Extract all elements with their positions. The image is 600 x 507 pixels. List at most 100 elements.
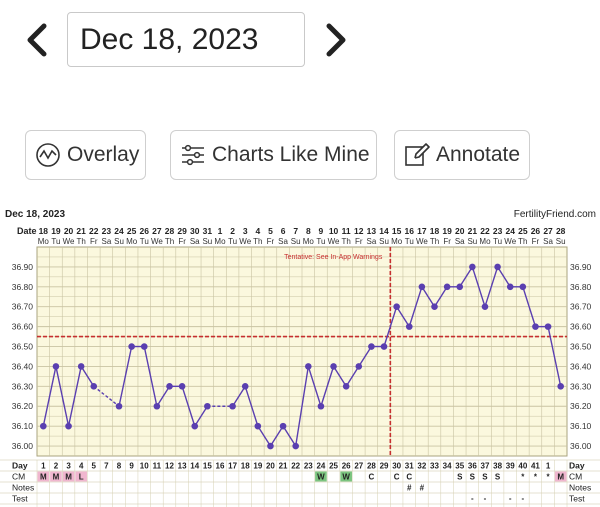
temp-point bbox=[544, 323, 552, 330]
weekday-label: Tu bbox=[51, 237, 60, 246]
date-label: 24 bbox=[114, 226, 124, 236]
test-label: - bbox=[509, 494, 512, 503]
cycle-day-label: 14 bbox=[190, 462, 199, 471]
y-tick-left: 36.50 bbox=[12, 342, 34, 352]
weekday-label: Su bbox=[114, 237, 124, 246]
date-label: 25 bbox=[518, 226, 528, 236]
temp-point bbox=[229, 402, 236, 410]
cycle-day-label: 23 bbox=[304, 462, 313, 471]
temp-line-segment bbox=[232, 385, 246, 407]
cycle-day-label: 20 bbox=[266, 462, 275, 471]
charts-like-mine-label: Charts Like Mine bbox=[212, 143, 370, 166]
weekday-label: Mo bbox=[479, 237, 491, 246]
chart-date: Dec 18, 2023 bbox=[5, 209, 65, 220]
weekday-label: Su bbox=[467, 237, 477, 246]
date-label: 5 bbox=[268, 226, 273, 236]
temp-point bbox=[380, 343, 388, 350]
temp-point bbox=[52, 363, 60, 370]
date-label: 30 bbox=[190, 226, 200, 236]
date-label: 31 bbox=[203, 226, 213, 236]
cycle-day-label: 16 bbox=[216, 462, 225, 471]
temp-point bbox=[393, 303, 400, 311]
temp-point bbox=[506, 283, 514, 291]
temp-point bbox=[77, 363, 85, 370]
cycle-day-label: 9 bbox=[129, 462, 134, 471]
temp-line-segment bbox=[433, 286, 448, 308]
date-field[interactable]: Dec 18, 2023 bbox=[67, 12, 305, 67]
date-label: 1 bbox=[218, 226, 223, 236]
weekday-label: We bbox=[328, 237, 340, 246]
weekday-label: Fr bbox=[443, 237, 451, 246]
temp-point bbox=[90, 383, 98, 390]
charts-like-mine-button[interactable]: Charts Like Mine bbox=[170, 130, 377, 180]
temp-line-segment bbox=[143, 346, 158, 407]
date-label: 24 bbox=[505, 226, 515, 236]
cycle-day-label: 13 bbox=[178, 462, 187, 471]
temp-point bbox=[292, 442, 299, 450]
weekday-label: Tu bbox=[405, 237, 414, 246]
menses-cell bbox=[554, 471, 567, 482]
weekday-label: Th bbox=[430, 237, 439, 246]
cm-cell-fill bbox=[340, 471, 352, 482]
annotate-button[interactable]: Annotate bbox=[394, 130, 530, 180]
temp-line-segment bbox=[42, 366, 57, 427]
note-label: # bbox=[407, 484, 412, 493]
weekday-label: Sa bbox=[367, 237, 377, 246]
temp-line-segment bbox=[269, 425, 284, 447]
chevron-left-icon[interactable] bbox=[22, 20, 52, 60]
y-tick-left: 36.20 bbox=[12, 401, 34, 411]
chevron-right-icon[interactable] bbox=[321, 20, 351, 60]
cm-label: S bbox=[457, 473, 463, 482]
cm-label: C bbox=[394, 473, 400, 482]
row-label-right: Day bbox=[569, 461, 585, 471]
cycle-day-label: 37 bbox=[481, 462, 490, 471]
temp-line-segment bbox=[244, 386, 259, 427]
date-label: 19 bbox=[51, 226, 61, 236]
cycle-day-label: 12 bbox=[165, 462, 174, 471]
date-label: 4 bbox=[255, 226, 260, 236]
temp-line-segment bbox=[471, 266, 486, 307]
weekday-label: We bbox=[63, 237, 75, 246]
date-label: 19 bbox=[442, 226, 452, 236]
y-tick-right: 36.90 bbox=[570, 262, 592, 272]
temp-line-segment bbox=[55, 366, 70, 427]
date-label: 25 bbox=[127, 226, 137, 236]
weekday-label: Th bbox=[253, 237, 262, 246]
date-label: 28 bbox=[165, 226, 175, 236]
date-label: 14 bbox=[379, 226, 389, 236]
temp-line-segment bbox=[156, 385, 171, 407]
cycle-day-label: 28 bbox=[367, 462, 376, 471]
weekday-label: Fr bbox=[267, 237, 275, 246]
temp-line-segment bbox=[408, 286, 423, 327]
weekday-label: Su bbox=[379, 237, 389, 246]
cycle-day-label: 35 bbox=[455, 462, 464, 471]
cycle-day-label: 1 bbox=[546, 462, 551, 471]
y-tick-left: 36.00 bbox=[12, 441, 34, 451]
temp-point bbox=[456, 283, 464, 291]
test-label: - bbox=[471, 494, 474, 503]
cycle-day-label: 17 bbox=[228, 462, 237, 471]
temp-line-segment bbox=[118, 346, 133, 407]
temp-line-segment bbox=[93, 385, 120, 407]
weekday-label: Sa bbox=[455, 237, 465, 246]
temp-line-segment bbox=[383, 306, 398, 347]
cycle-day-label: 18 bbox=[241, 462, 250, 471]
date-label: 22 bbox=[480, 226, 490, 236]
overlay-button[interactable]: Overlay bbox=[25, 130, 146, 180]
temp-point bbox=[166, 383, 173, 390]
weekday-label: Sa bbox=[190, 237, 200, 246]
menses-cell bbox=[62, 471, 75, 482]
weekday-label: Mo bbox=[38, 237, 50, 246]
weekday-label: Tu bbox=[228, 237, 237, 246]
weekday-label: Su bbox=[291, 237, 301, 246]
temp-line-segment bbox=[294, 366, 310, 447]
temp-point bbox=[140, 343, 148, 350]
date-label: 16 bbox=[405, 226, 415, 236]
weekday-label: Mo bbox=[391, 237, 403, 246]
cm-label: M bbox=[65, 473, 72, 482]
cycle-day-label: 1 bbox=[41, 462, 46, 471]
cm-label: C bbox=[406, 473, 412, 482]
date-label: 7 bbox=[293, 226, 298, 236]
annotate-label: Annotate bbox=[436, 143, 521, 166]
